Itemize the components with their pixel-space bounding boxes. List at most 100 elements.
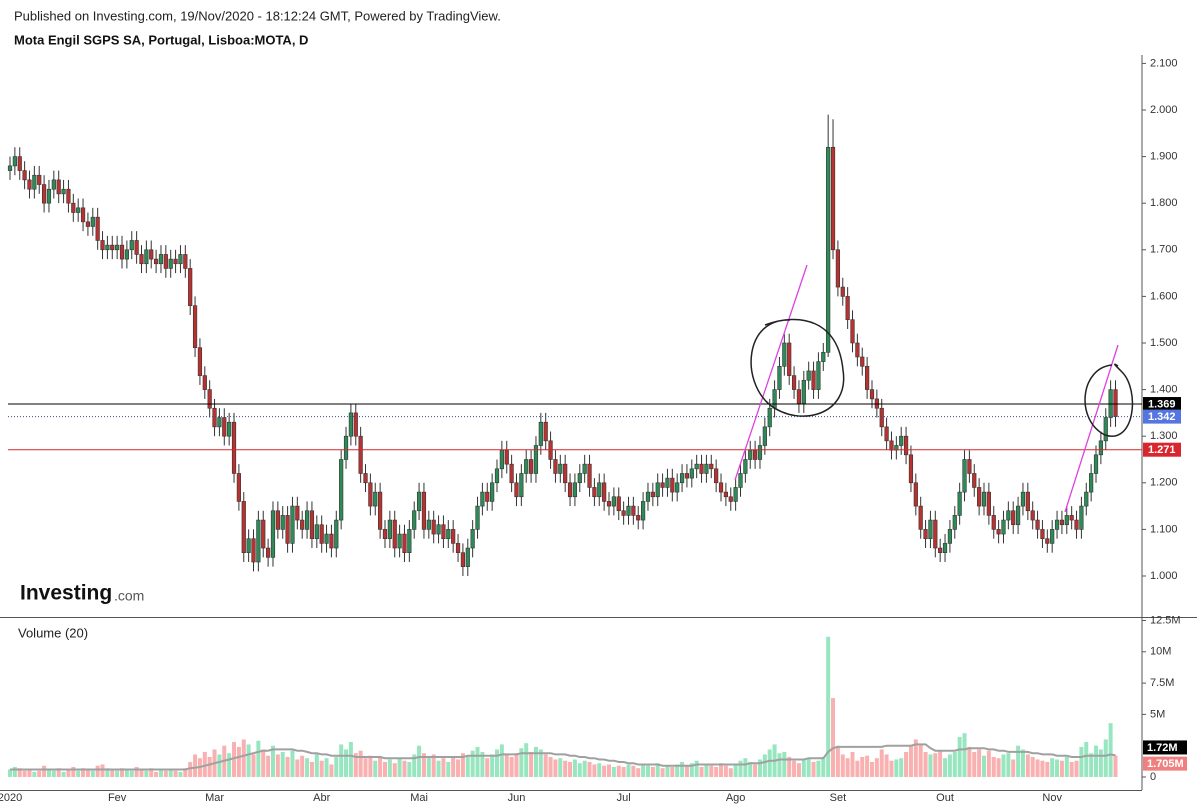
candle-body [791,375,797,390]
candle-body [938,547,943,553]
volume-bar [402,760,407,777]
x-tick-label: Mai [410,792,428,804]
candle-body [314,524,319,540]
volume-bar [650,766,655,777]
volume-bar [329,764,334,777]
candle-body [767,407,772,428]
candle-body [903,435,909,456]
volume-bar [42,765,47,777]
volume-bar [904,751,909,777]
volume-bar [840,754,845,777]
candle-body [670,477,675,493]
candle-body [129,240,134,251]
volume-bar [8,769,12,777]
volume-bar [344,749,349,777]
candle-body [538,421,543,446]
x-tick-label: Out [936,792,954,804]
candle-body [821,352,826,362]
volume-bar [928,754,933,777]
volume-bar [280,751,285,777]
volume-bar [719,763,724,777]
volume-bar [378,756,383,777]
trend-line [1064,344,1119,513]
volume-bar [373,760,378,777]
price-marker [1143,409,1181,424]
volume-bar [558,758,563,777]
volume-bar [660,768,665,777]
candle-body [32,174,37,190]
watermark: Investing [20,582,112,605]
volume-bar [860,756,865,777]
volume-bar [1103,739,1108,777]
volume-bar [334,756,339,777]
candle-body [748,449,753,460]
volume-bar [665,765,670,777]
x-tick-label: Set [830,792,847,804]
x-tick-label: Ago [726,792,746,804]
candle-body [704,463,709,474]
candle-body [246,538,251,553]
volume-bar [913,739,918,777]
volume-bar [1094,745,1099,777]
candle-body [188,268,193,307]
volume-bar [1011,759,1016,777]
volume-bar [753,764,758,777]
candle-body [494,468,500,484]
volume-bar [139,769,144,777]
candle-body [879,407,884,428]
volume-bar [27,769,32,777]
candle-body [275,510,280,530]
y-tick-label: 1.500 [1150,337,1178,349]
candle-body [295,505,300,521]
price-marker [1143,442,1181,457]
candle-body [280,515,285,530]
volume-bar [275,754,280,777]
candle-body [626,505,631,516]
candle-body [606,501,612,507]
volume-bar [621,766,626,777]
candle-body [952,515,957,530]
volume-bar [144,770,149,777]
x-tick-label: Fev [108,792,127,804]
volume-ma-line [10,743,1116,771]
volume-bar [163,770,168,777]
y-tick-label: 1.400 [1150,383,1178,395]
volume-title: Volume (20) [18,625,88,640]
candle-body [149,249,154,260]
candle-body [733,487,738,502]
candle-body [787,342,792,376]
volume-bar [792,760,797,777]
volume-bar [397,758,402,777]
volume-bar [490,754,495,777]
candle-body [407,529,412,553]
candle-body [509,463,514,484]
candle-body [996,529,1001,535]
volume-bar [295,759,300,777]
candle-body [334,519,339,549]
volume-bar [115,770,120,777]
candle-body [71,202,76,213]
candle-body [470,529,475,549]
volume-bar [684,765,689,777]
candle-body [913,482,918,507]
candle-body [436,524,441,535]
volume-bar [339,744,344,777]
candle-body [412,510,417,530]
y-tick-label: 0 [1150,771,1156,783]
candle-body [304,510,310,530]
volume-bar [933,753,938,777]
candle-body [519,473,524,498]
volume-bar [270,745,275,777]
candle-body [22,170,27,181]
candle-body [1059,519,1065,526]
volume-bar [728,768,733,777]
volume-bar [548,756,553,777]
candle-body [202,375,207,390]
volume-bar [602,765,607,777]
volume-bar [475,746,480,777]
volume-bar [76,770,81,777]
candle-body [339,459,344,521]
candle-body [1011,510,1016,526]
volume-bar [363,758,368,777]
candle-body [163,254,168,269]
